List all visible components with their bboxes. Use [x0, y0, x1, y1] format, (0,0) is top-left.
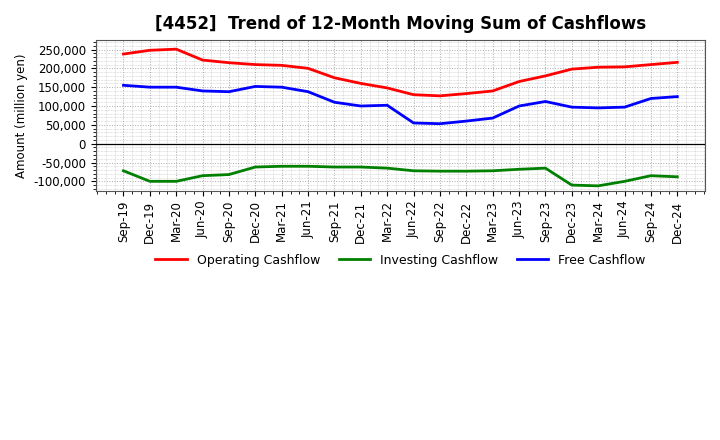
Operating Cashflow: [304, 66, 312, 71]
Investing Cashflow: [462, 169, 471, 174]
Line: Free Cashflow: Free Cashflow: [123, 85, 678, 124]
Operating Cashflow: [567, 66, 576, 72]
Free Cashflow: [145, 84, 154, 90]
Operating Cashflow: [647, 62, 655, 67]
Operating Cashflow: [620, 64, 629, 70]
Line: Investing Cashflow: Investing Cashflow: [123, 166, 678, 186]
Operating Cashflow: [436, 93, 444, 99]
Operating Cashflow: [462, 91, 471, 96]
Operating Cashflow: [356, 81, 365, 86]
Operating Cashflow: [198, 58, 207, 63]
Free Cashflow: [277, 84, 286, 90]
Operating Cashflow: [330, 75, 339, 81]
Investing Cashflow: [488, 168, 497, 173]
Investing Cashflow: [251, 165, 260, 170]
Investing Cashflow: [383, 165, 392, 171]
Investing Cashflow: [119, 168, 127, 173]
Free Cashflow: [330, 99, 339, 105]
Free Cashflow: [383, 103, 392, 108]
Operating Cashflow: [119, 51, 127, 57]
Investing Cashflow: [304, 164, 312, 169]
Investing Cashflow: [673, 174, 682, 180]
Legend: Operating Cashflow, Investing Cashflow, Free Cashflow: Operating Cashflow, Investing Cashflow, …: [150, 249, 650, 272]
Title: [4452]  Trend of 12-Month Moving Sum of Cashflows: [4452] Trend of 12-Month Moving Sum of C…: [155, 15, 646, 33]
Operating Cashflow: [251, 62, 260, 67]
Investing Cashflow: [198, 173, 207, 178]
Investing Cashflow: [356, 165, 365, 170]
Free Cashflow: [647, 96, 655, 101]
Operating Cashflow: [488, 88, 497, 94]
Investing Cashflow: [277, 164, 286, 169]
Free Cashflow: [119, 83, 127, 88]
Operating Cashflow: [515, 79, 523, 84]
Operating Cashflow: [225, 60, 233, 66]
Free Cashflow: [198, 88, 207, 94]
Free Cashflow: [673, 94, 682, 99]
Operating Cashflow: [277, 63, 286, 68]
Investing Cashflow: [225, 172, 233, 177]
Investing Cashflow: [567, 183, 576, 188]
Free Cashflow: [488, 115, 497, 121]
Investing Cashflow: [647, 173, 655, 178]
Operating Cashflow: [541, 73, 550, 78]
Investing Cashflow: [409, 168, 418, 173]
Operating Cashflow: [673, 60, 682, 65]
Free Cashflow: [594, 105, 603, 110]
Investing Cashflow: [620, 179, 629, 184]
Free Cashflow: [304, 89, 312, 94]
Operating Cashflow: [383, 85, 392, 91]
Line: Operating Cashflow: Operating Cashflow: [123, 49, 678, 96]
Operating Cashflow: [409, 92, 418, 97]
Operating Cashflow: [145, 48, 154, 53]
Investing Cashflow: [515, 167, 523, 172]
Free Cashflow: [436, 121, 444, 126]
Investing Cashflow: [172, 179, 181, 184]
Y-axis label: Amount (million yen): Amount (million yen): [15, 53, 28, 178]
Free Cashflow: [225, 89, 233, 94]
Investing Cashflow: [594, 183, 603, 188]
Free Cashflow: [541, 99, 550, 104]
Free Cashflow: [515, 103, 523, 109]
Free Cashflow: [251, 84, 260, 89]
Operating Cashflow: [594, 65, 603, 70]
Free Cashflow: [462, 118, 471, 124]
Free Cashflow: [567, 105, 576, 110]
Investing Cashflow: [541, 165, 550, 171]
Investing Cashflow: [330, 165, 339, 170]
Free Cashflow: [409, 120, 418, 125]
Investing Cashflow: [436, 169, 444, 174]
Investing Cashflow: [145, 179, 154, 184]
Free Cashflow: [620, 105, 629, 110]
Free Cashflow: [356, 103, 365, 109]
Operating Cashflow: [172, 47, 181, 52]
Free Cashflow: [172, 84, 181, 90]
